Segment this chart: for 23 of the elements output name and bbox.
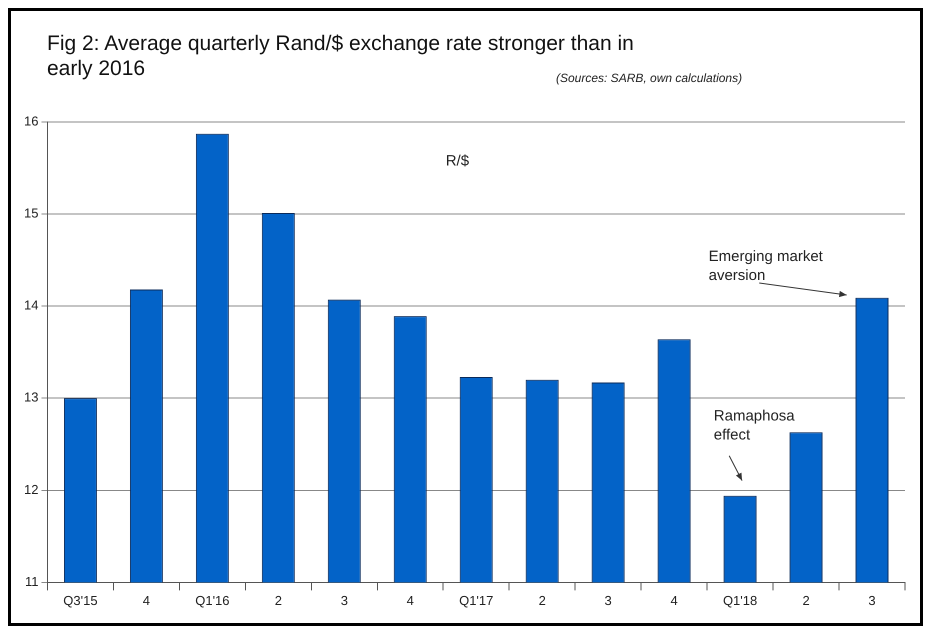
y-tick-label: 14 [24, 298, 38, 313]
y-tick-label: 13 [24, 390, 38, 405]
y-tick-label: 12 [24, 482, 38, 497]
x-tick-label: Q3'15 [63, 592, 98, 608]
y-tick-label: 11 [24, 574, 38, 589]
annotation: Ramaphosa effect [714, 407, 796, 444]
annotation: Emerging market aversion [708, 248, 824, 284]
x-tick-label: Q1'16 [195, 592, 230, 608]
x-tick-label: 2 [802, 592, 810, 608]
x-tick-label: 2 [538, 592, 546, 608]
annotation: R/$ [446, 152, 470, 170]
x-tick-label: 4 [142, 592, 150, 608]
x-tick-label: 3 [868, 592, 876, 608]
text: (Sources: SARB, own calculations) [556, 71, 742, 85]
x-tick-label: 3 [340, 592, 348, 608]
x-tick-label: 2 [274, 592, 282, 608]
x-tick-label: 3 [604, 592, 612, 608]
x-tick-label: Q1'18 [722, 592, 758, 608]
y-tick-label: 15 [24, 206, 38, 220]
x-tick-label: Q1'17 [459, 592, 494, 608]
y-tick-label: 16 [24, 113, 38, 128]
x-tick-label: 4 [406, 592, 414, 608]
x-tick-label: 4 [670, 592, 678, 608]
